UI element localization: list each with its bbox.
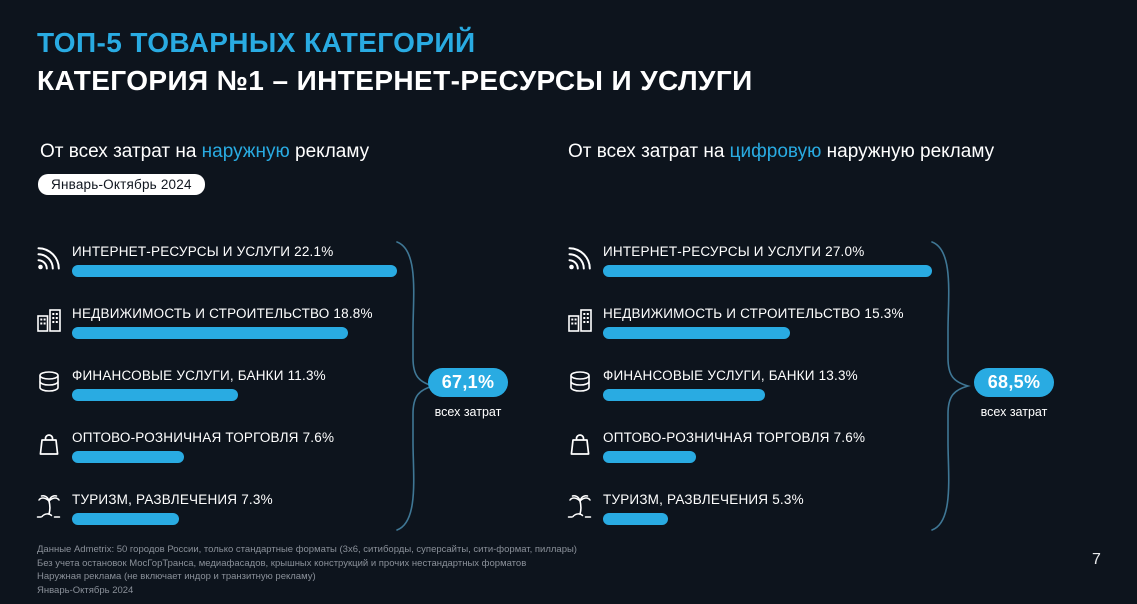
internet-icon	[566, 244, 594, 272]
category-row: ТУРИЗМ, РАЗВЛЕЧЕНИЯ 7.3%	[35, 492, 475, 525]
category-bar	[72, 265, 397, 277]
category-bar	[603, 513, 668, 525]
category-label: ТУРИЗМ, РАЗВЛЕЧЕНИЯ 5.3%	[603, 492, 804, 507]
category-bar	[72, 513, 179, 525]
category-bar	[72, 451, 184, 463]
category-row: ТУРИЗМ, РАЗВЛЕЧЕНИЯ 5.3%	[566, 492, 1006, 525]
category-row: ИНТЕРНЕТ-РЕСУРСЫ И УСЛУГИ 22.1%	[35, 244, 475, 277]
subtitle-text: наружную рекламу	[821, 141, 995, 162]
category-label: ИНТЕРНЕТ-РЕСУРСЫ И УСЛУГИ 27.0%	[603, 244, 865, 259]
right-subtitle: От всех затрат на цифровую наружную рекл…	[568, 141, 994, 163]
right-total: 68,5% всех затрат	[966, 368, 1062, 419]
total-badge: 68,5%	[973, 368, 1055, 397]
subtitle-highlight: цифровую	[729, 141, 822, 162]
category-label: ОПТОВО-РОЗНИЧНАЯ ТОРГОВЛЯ 7.6%	[603, 430, 866, 445]
category-label: ФИНАНСОВЫЕ УСЛУГИ, БАНКИ 13.3%	[603, 368, 858, 383]
footer-line: Данные Admetrix: 50 городов России, толь…	[37, 544, 577, 555]
total-caption: всех затрат	[434, 405, 502, 419]
tourism-icon	[566, 492, 594, 520]
footer-line: Январь-Октябрь 2024	[37, 584, 134, 596]
category-label: НЕДВИЖИМОСТЬ И СТРОИТЕЛЬСТВО 18.8%	[72, 306, 373, 321]
left-subtitle: От всех затрат на наружную рекламу	[40, 141, 369, 163]
subtitle-text: От всех затрат на	[568, 141, 730, 162]
category-bar	[603, 389, 765, 401]
footnotes: Данные Admetrix: 50 городов России, толь…	[37, 543, 577, 597]
left-total: 67,1% всех затрат	[420, 368, 516, 419]
category-row: ОПТОВО-РОЗНИЧНАЯ ТОРГОВЛЯ 7.6%	[566, 430, 1006, 463]
subtitle-text: От всех затрат на	[40, 141, 202, 162]
category-row: НЕДВИЖИМОСТЬ И СТРОИТЕЛЬСТВО 18.8%	[35, 306, 475, 339]
total-caption: всех затрат	[980, 405, 1048, 419]
category-label: ИНТЕРНЕТ-РЕСУРСЫ И УСЛУГИ 22.1%	[72, 244, 334, 259]
right-category-list: ИНТЕРНЕТ-РЕСУРСЫ И УСЛУГИ 27.0% НЕДВИЖИМ…	[566, 244, 1006, 554]
category-bar	[72, 327, 348, 339]
tourism-icon	[35, 492, 63, 520]
category-label: ФИНАНСОВЫЕ УСЛУГИ, БАНКИ 11.3%	[72, 368, 326, 383]
category-bar	[603, 327, 790, 339]
real-estate-icon	[35, 306, 63, 334]
total-badge: 67,1%	[427, 368, 509, 397]
retail-icon	[566, 430, 594, 458]
footer-line: Наружная реклама (не включает индор и тр…	[37, 571, 316, 582]
category-row: ИНТЕРНЕТ-РЕСУРСЫ И УСЛУГИ 27.0%	[566, 244, 1006, 277]
finance-icon	[566, 368, 594, 396]
category-label: НЕДВИЖИМОСТЬ И СТРОИТЕЛЬСТВО 15.3%	[603, 306, 904, 321]
category-row: НЕДВИЖИМОСТЬ И СТРОИТЕЛЬСТВО 15.3%	[566, 306, 1006, 339]
category-label: ТУРИЗМ, РАЗВЛЕЧЕНИЯ 7.3%	[72, 492, 273, 507]
category-label: ОПТОВО-РОЗНИЧНАЯ ТОРГОВЛЯ 7.6%	[72, 430, 335, 445]
category-bar	[72, 389, 238, 401]
page-title: ТОП-5 ТОВАРНЫХ КАТЕГОРИЙ КАТЕГОРИЯ №1 – …	[37, 24, 753, 100]
footer-line: Без учета остановок МосГорТранса, медиаф…	[37, 557, 527, 569]
left-category-list: ИНТЕРНЕТ-РЕСУРСЫ И УСЛУГИ 22.1% НЕДВИЖИМ…	[35, 244, 475, 554]
category-bar	[603, 451, 696, 463]
subtitle-text: рекламу	[289, 141, 370, 162]
category-row: ОПТОВО-РОЗНИЧНАЯ ТОРГОВЛЯ 7.6%	[35, 430, 475, 463]
title-line-2: КАТЕГОРИЯ №1 – ИНТЕРНЕТ-РЕСУРСЫ И УСЛУГИ	[37, 65, 753, 96]
page-number: 7	[1092, 551, 1101, 568]
internet-icon	[35, 244, 63, 272]
title-line-1: ТОП-5 ТОВАРНЫХ КАТЕГОРИЙ	[37, 27, 476, 58]
category-row: ФИНАНСОВЫЕ УСЛУГИ, БАНКИ 11.3%	[35, 368, 475, 401]
real-estate-icon	[566, 306, 594, 334]
period-badge: Январь-Октябрь 2024	[38, 174, 205, 195]
category-bar	[603, 265, 932, 277]
finance-icon	[35, 368, 63, 396]
subtitle-highlight: наружную	[201, 141, 290, 162]
category-row: ФИНАНСОВЫЕ УСЛУГИ, БАНКИ 13.3%	[566, 368, 1006, 401]
retail-icon	[35, 430, 63, 458]
